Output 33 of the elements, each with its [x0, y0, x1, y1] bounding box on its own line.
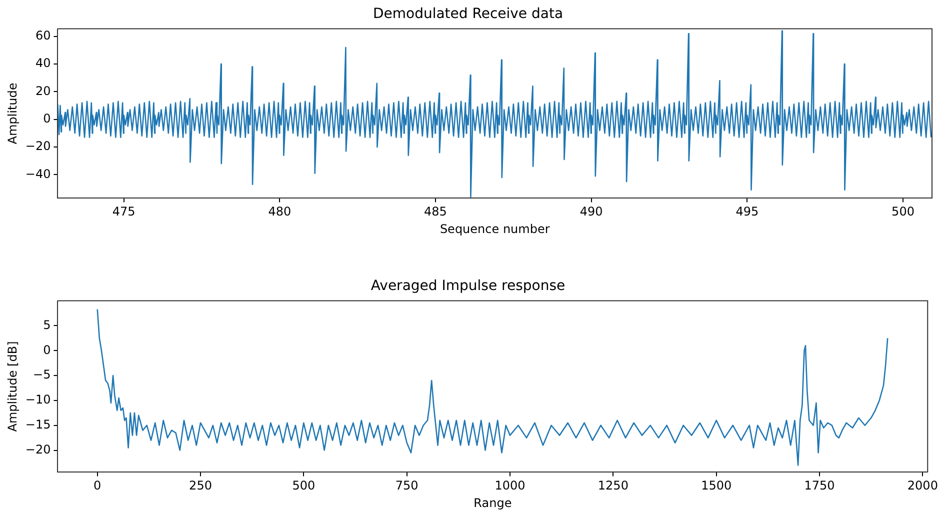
- x-tick-label: 480: [268, 204, 292, 219]
- x-tick-label: 2000: [907, 478, 938, 493]
- y-axis-title: Amplitude: [5, 82, 20, 144]
- chart-title: Demodulated Receive data: [372, 6, 564, 22]
- y-tick-label: −20: [25, 442, 51, 456]
- y-tick-label: −15: [25, 417, 51, 432]
- y-tick-label: −10: [25, 392, 51, 407]
- y-tick-label: 20: [35, 84, 51, 98]
- x-tick-label: 500: [292, 478, 316, 493]
- x-tick-label: 1500: [701, 478, 732, 493]
- x-axis-title: Range: [474, 496, 512, 510]
- x-tick-label: 750: [395, 478, 418, 493]
- x-tick-label: 475: [112, 204, 136, 219]
- y-tick-label: 0: [43, 112, 51, 126]
- y-tick-label: −40: [25, 166, 51, 181]
- y-tick-label: 5: [43, 318, 51, 332]
- x-tick-label: 495: [736, 204, 759, 219]
- y-tick-label: 40: [35, 56, 51, 70]
- x-tick-label: 0: [94, 478, 102, 493]
- y-tick-label: 0: [43, 342, 51, 357]
- x-axis-title: Sequence number: [440, 222, 550, 236]
- y-axis-title: Amplitude [dB]: [5, 341, 20, 432]
- x-tick-label: 1250: [598, 478, 628, 493]
- x-tick-label: 490: [580, 204, 603, 219]
- y-tick-label: −20: [25, 139, 51, 154]
- y-tick-label: −5: [33, 368, 51, 382]
- x-tick-label: 485: [424, 204, 447, 219]
- x-tick-label: 250: [189, 478, 212, 493]
- y-tick-label: 60: [35, 28, 51, 43]
- x-tick-label: 1750: [804, 478, 835, 493]
- x-tick-label: 500: [892, 204, 914, 219]
- x-tick-label: 1000: [494, 478, 526, 493]
- chart-title: Averaged Impulse response: [370, 278, 566, 294]
